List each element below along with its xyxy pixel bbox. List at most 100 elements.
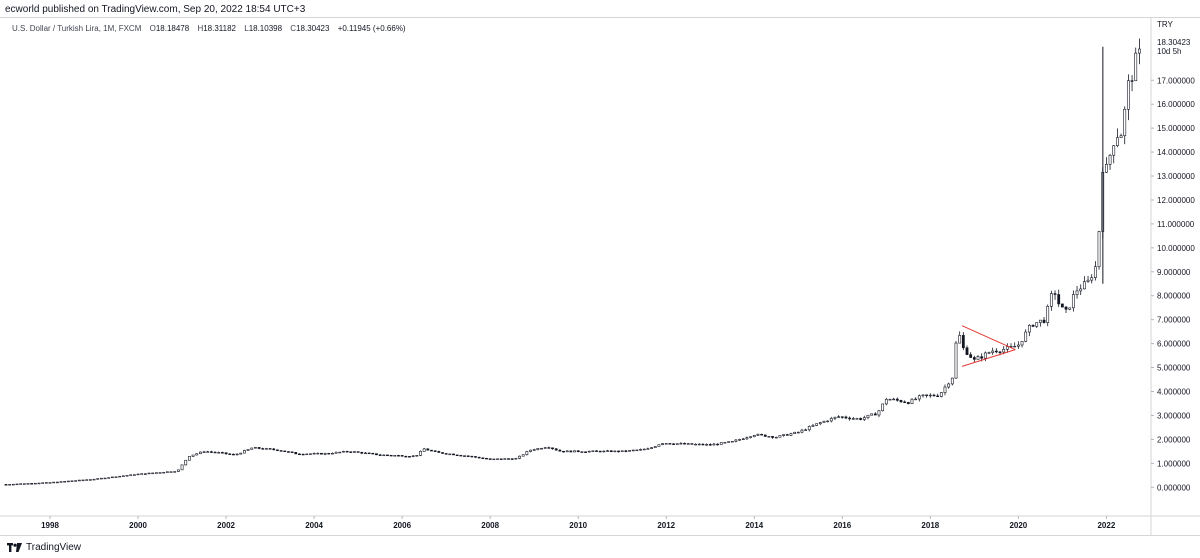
candle-body [595, 450, 598, 452]
candle-body [210, 451, 213, 453]
candle-body [404, 455, 408, 458]
candle-body [741, 438, 745, 440]
candle-body [452, 453, 455, 456]
symbol-name: U.S. Dollar / Turkish Lira, 1M, FXCM [12, 24, 142, 33]
x-tick-label: 2018 [921, 521, 939, 530]
candle-body [386, 454, 389, 457]
candle-body [426, 448, 430, 451]
candle-body [1126, 80, 1130, 110]
candle-body [1079, 288, 1083, 292]
candle-body [77, 479, 81, 482]
candle-body [323, 452, 327, 455]
candle-body [26, 483, 30, 485]
candle-body [334, 451, 338, 454]
candle-body [132, 474, 136, 476]
candle-body [521, 454, 525, 457]
candle-body [85, 479, 89, 481]
candle-body [998, 351, 1002, 354]
candle-body [969, 354, 973, 358]
candle-body [1075, 290, 1079, 295]
low-value: 18.10398 [248, 24, 283, 33]
candle-body [712, 443, 716, 446]
candle-body [331, 452, 334, 455]
currency-label: TRY [1157, 20, 1174, 29]
candle-body [543, 447, 547, 449]
candle-body [485, 457, 488, 460]
candle-body [705, 444, 708, 446]
candle-body [22, 483, 26, 485]
candle-body [243, 450, 246, 454]
candle-body [613, 450, 617, 453]
candle-body [958, 335, 962, 344]
candle-body [921, 394, 925, 397]
candle-body [778, 435, 782, 438]
candle-body [562, 450, 565, 453]
candle-body [859, 418, 863, 420]
candle-body [716, 443, 719, 446]
candle-body [1064, 306, 1068, 310]
candle-body [287, 451, 290, 453]
candle-body [140, 473, 144, 475]
candle-body [499, 458, 503, 460]
x-tick-label: 2000 [129, 521, 147, 530]
candle-body [37, 482, 41, 485]
candle-body [143, 473, 147, 475]
candle-body [1057, 294, 1061, 305]
candle-body [235, 453, 239, 456]
candle-body [532, 449, 536, 451]
candle-body [1134, 52, 1138, 82]
candle-body [694, 443, 697, 446]
candle-body [92, 478, 96, 481]
candle-body [851, 418, 855, 420]
candle-body [936, 395, 940, 398]
candle-body [367, 452, 371, 455]
y-tick-label: 5.000000 [1157, 364, 1191, 373]
candle-body [1093, 266, 1097, 278]
candle-body [518, 455, 521, 459]
candle-body [903, 401, 907, 403]
candle-body [268, 448, 272, 450]
candle-body [1024, 331, 1028, 342]
candle-body [983, 352, 987, 359]
candle-body [888, 399, 892, 401]
candle-body [752, 434, 756, 437]
candle-body [228, 453, 232, 455]
candle-body [338, 451, 342, 454]
candle-body [624, 450, 628, 452]
candle-body [184, 459, 188, 466]
candle-body [1108, 154, 1112, 165]
candle-body [1027, 324, 1031, 333]
candle-body [110, 476, 114, 479]
candle-body [815, 423, 819, 426]
candle-body [305, 453, 309, 456]
candle-body [173, 471, 177, 473]
candle-body [1053, 293, 1057, 295]
candle-body [107, 477, 111, 479]
candle-body [327, 452, 331, 455]
candle-body [254, 447, 257, 449]
candle-body [114, 476, 118, 478]
candle-body [206, 451, 210, 453]
candle-body [917, 395, 921, 400]
candle-body [980, 356, 984, 359]
candle-body [129, 474, 133, 476]
y-tick-label: 17.000000 [1157, 76, 1195, 85]
candle-body [1115, 137, 1119, 146]
open-value: 18.18478 [155, 24, 190, 33]
last-price-label: 18.30423 [1157, 38, 1191, 47]
candle-body [96, 478, 100, 480]
y-tick-label: 13.000000 [1157, 172, 1195, 181]
candle-body [1016, 344, 1020, 347]
candle-body [580, 451, 584, 453]
candle-body [961, 335, 965, 349]
open-label: O [149, 24, 156, 33]
candle-body [635, 449, 639, 452]
candle-body [606, 450, 609, 452]
candle-body [1082, 281, 1086, 290]
candle-body [686, 443, 690, 445]
candle-body [52, 481, 56, 484]
candle-body [393, 455, 397, 457]
candle-body [492, 458, 496, 461]
candle-body [1068, 307, 1072, 310]
